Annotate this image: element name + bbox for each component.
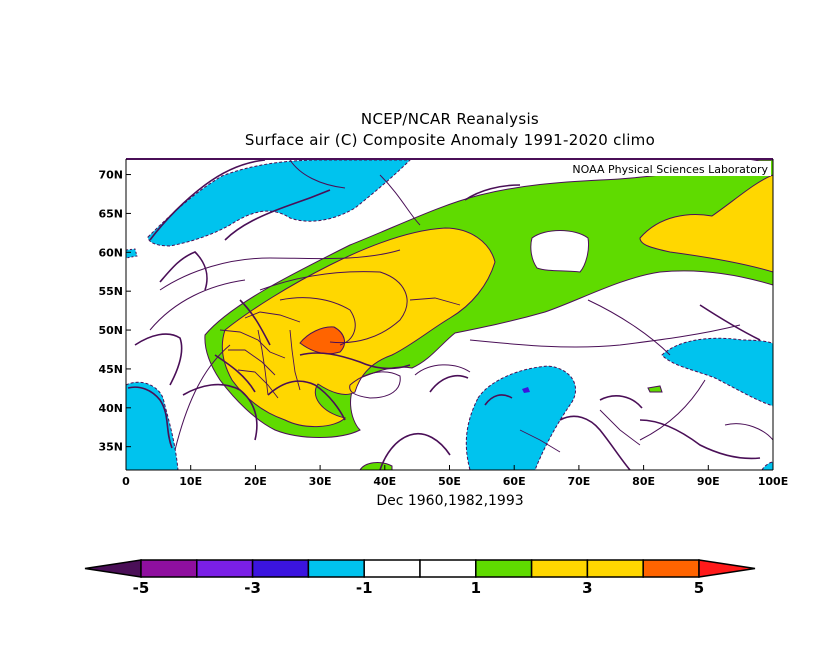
- x-tick-label: 40E: [373, 475, 396, 488]
- x-tick-label: 50E: [438, 475, 461, 488]
- anomaly-region-plus2: [221, 227, 496, 428]
- colorbar-label: -1: [356, 579, 373, 597]
- colorbar-swatch: [251, 559, 310, 578]
- x-tick-label: 30E: [309, 475, 332, 488]
- colorbar-label: 3: [582, 579, 592, 597]
- colorbar-label: 5: [694, 579, 704, 597]
- anomaly-hole-white: [530, 230, 589, 273]
- colorbar-label: 1: [471, 579, 481, 597]
- credit-box: [553, 161, 771, 176]
- colorbar-swatch: [140, 559, 198, 578]
- contour-lines: [149, 159, 773, 451]
- x-tick-label: 90E: [697, 475, 720, 488]
- colorbar-swatch: [196, 559, 254, 578]
- colorbar-swatch: [363, 559, 421, 578]
- y-tick-label: 35N: [98, 441, 123, 454]
- colorbar-labels: -5 -3 -1 1 3 5: [133, 579, 705, 597]
- anomaly-region-minus1-central-asia: [465, 365, 577, 470]
- title-line-1: NCEP/NCAR Reanalysis: [360, 110, 540, 128]
- y-axis-ticks: 35N 40N 45N 50N 55N 60N 65N 70N: [98, 169, 131, 454]
- colorbar-right-arrow: [698, 559, 756, 578]
- x-tick-label: 70E: [567, 475, 590, 488]
- y-tick-label: 45N: [98, 363, 123, 376]
- anomaly-region-minus1-east: [661, 337, 773, 407]
- colorbar-swatch: [586, 559, 644, 578]
- colorbar-swatch: [530, 559, 589, 578]
- x-tick-label: 80E: [632, 475, 655, 488]
- anomaly-region-minus1-iberia: [126, 381, 179, 470]
- x-tick-label: 10E: [179, 475, 202, 488]
- anomaly-region-plus2-east: [639, 174, 773, 273]
- y-tick-label: 50N: [98, 324, 123, 337]
- coastlines: [127, 159, 761, 470]
- cold-spot-caspian: [522, 387, 530, 393]
- anomaly-region-minus1-bottom-right: [761, 461, 773, 470]
- y-tick-label: 40N: [98, 402, 123, 415]
- country-borders: [219, 297, 641, 453]
- cold-island-west: [126, 248, 138, 259]
- x-tick-label: 60E: [503, 475, 526, 488]
- colorbar-swatch: [642, 559, 700, 578]
- x-tick-label: 100E: [758, 475, 788, 488]
- x-tick-label: 0: [122, 475, 130, 488]
- y-tick-label: 65N: [98, 207, 123, 220]
- x-axis-ticks: 0 10E 20E 30E 40E 50E 60E 70E 80E 90E 100E: [122, 465, 788, 488]
- period-label: Dec 1960,1982,1993: [376, 493, 524, 509]
- colorbar-label: -5: [133, 579, 150, 597]
- colorbar-left-arrow: [84, 559, 142, 578]
- colorbar-swatch: [307, 559, 365, 578]
- colorbar-swatch: [419, 559, 477, 578]
- credit-label: NOAA Physical Sciences Laboratory: [572, 163, 768, 176]
- x-tick-label: 20E: [244, 475, 267, 488]
- colorbar: [84, 559, 756, 578]
- colorbar-label: -3: [244, 579, 261, 597]
- map-panel: NOAA Physical Sciences Laboratory 0 10E 20…: [98, 158, 788, 488]
- anomaly-region-minus1-scandinavia: [147, 159, 412, 247]
- anomaly-region-plus1-south: [359, 462, 393, 470]
- colorbar-swatch: [475, 559, 533, 578]
- warm-spot-east: [647, 385, 663, 393]
- y-tick-label: 60N: [98, 246, 123, 259]
- y-tick-label: 70N: [98, 169, 123, 182]
- y-tick-label: 55N: [98, 285, 123, 298]
- title-line-2: Surface air (C) Composite Anomaly 1991-2…: [244, 131, 656, 149]
